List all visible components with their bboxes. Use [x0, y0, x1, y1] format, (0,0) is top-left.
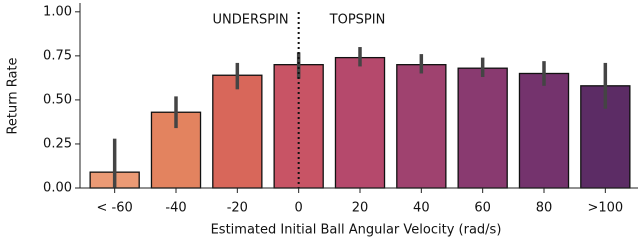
bar [334, 56, 386, 189]
x-tick-label: < -60 [97, 201, 133, 216]
y-tick-label: 0.25 [43, 136, 72, 151]
x-tick-label: >100 [587, 201, 623, 216]
bar [212, 74, 263, 189]
x-tick-label: 20 [352, 201, 369, 216]
y-tick-label: 0.75 [43, 48, 72, 63]
y-tick-label: 0.00 [43, 181, 72, 196]
x-tick-label: 40 [413, 201, 430, 216]
x-tick-label: -20 [227, 201, 248, 216]
x-tick-label: -40 [165, 201, 186, 216]
annotation: TOPSPIN [329, 13, 386, 28]
x-tick-label: 0 [295, 201, 303, 216]
x-axis-label: Estimated Initial Ball Angular Velocity … [211, 223, 502, 238]
x-tick-label: 60 [474, 201, 491, 216]
annotation: UNDERSPIN [213, 13, 289, 28]
x-tick-label: 80 [536, 201, 553, 216]
bar [518, 72, 570, 189]
y-tick-label: 1.00 [43, 4, 72, 19]
y-tick-label: 0.50 [43, 92, 72, 107]
y-axis-label: Return Rate [6, 57, 21, 134]
bar [396, 64, 447, 189]
bar [457, 67, 508, 189]
